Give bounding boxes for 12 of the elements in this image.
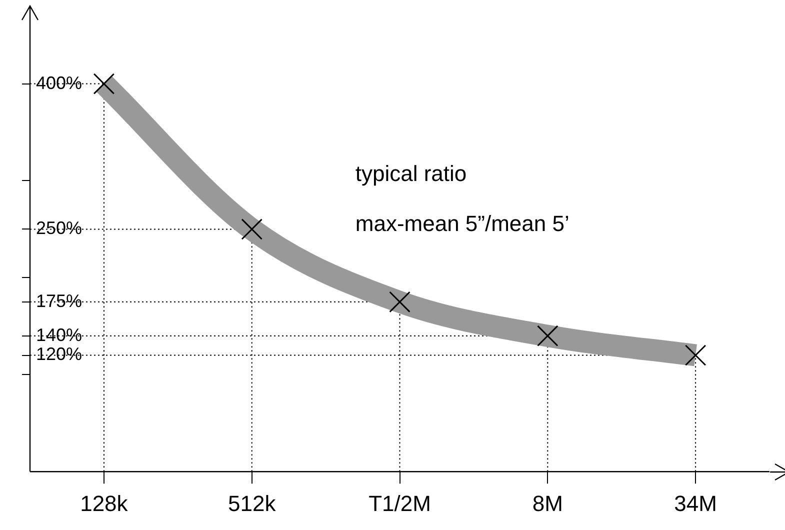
y-tick-label: 120% [36, 344, 82, 364]
x-tick-label: 128k [80, 490, 129, 516]
x-tick-label: 512k [228, 490, 277, 516]
x-tick-label: T1/2M [368, 490, 431, 516]
annotation: typical ratio [355, 161, 467, 186]
x-tick-label: 8M [532, 490, 563, 516]
annotation: max-mean 5”/mean 5’ [355, 211, 570, 236]
y-tick-label: 400% [36, 72, 82, 93]
y-tick-label: 250% [36, 218, 82, 238]
y-tick-label: 175% [36, 290, 82, 311]
x-tick-label: 34M [674, 490, 717, 516]
y-tick-label: 140% [36, 324, 82, 345]
